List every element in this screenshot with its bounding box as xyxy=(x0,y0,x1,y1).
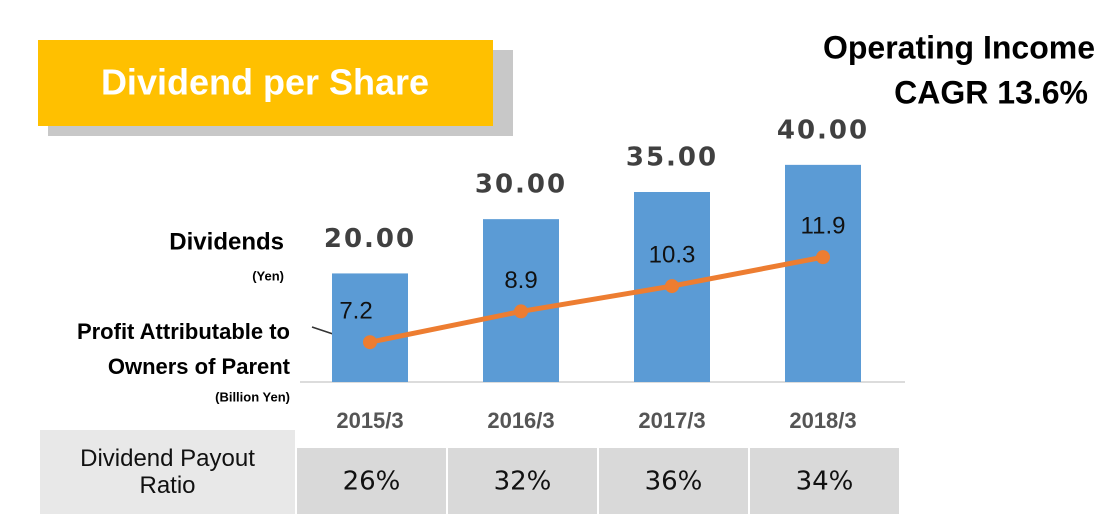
bar xyxy=(483,219,559,382)
annotation: Operating Income xyxy=(823,29,1095,65)
series-label: Owners of Parent xyxy=(108,354,291,379)
x-tick-label: 2015/3 xyxy=(336,408,403,433)
table-cell xyxy=(448,448,597,514)
line-value-label: 11.9 xyxy=(801,212,846,239)
line-value-label: 8.9 xyxy=(504,267,537,294)
chart-title: Dividend per Share xyxy=(101,62,429,103)
annotation: CAGR 13.6% xyxy=(894,74,1088,110)
line xyxy=(369,254,824,345)
series-label: Profit Attributable to xyxy=(77,319,290,344)
table-value: 34% xyxy=(796,467,854,497)
bar-value-label: 40.00 xyxy=(777,115,869,145)
table-label: Dividend Payout Ratio xyxy=(80,445,255,499)
table-value: 26% xyxy=(343,467,401,497)
table-label-cell: Dividend Payout Ratio xyxy=(40,430,295,514)
bar-value-label: 30.00 xyxy=(475,170,567,200)
bar xyxy=(332,273,408,382)
line-value-label: 10.3 xyxy=(649,241,696,268)
bar-value-label: 20.00 xyxy=(324,224,416,254)
line-point xyxy=(514,304,528,319)
table-cell xyxy=(750,448,899,514)
table-value: 36% xyxy=(645,467,703,497)
line-value-label: 7.2 xyxy=(339,298,372,325)
x-tick-label: 2017/3 xyxy=(638,408,705,433)
series-unit: (Yen) xyxy=(252,268,284,283)
x-tick-label: 2016/3 xyxy=(487,408,554,433)
title-box xyxy=(38,40,493,126)
x-tick-label: 2018/3 xyxy=(789,408,856,433)
series-unit: (Billion Yen) xyxy=(215,389,290,404)
line-point xyxy=(363,335,377,350)
bar xyxy=(785,164,861,382)
bar-value-label: 35.00 xyxy=(626,143,718,173)
series-label: Dividends xyxy=(169,228,284,255)
line-point xyxy=(816,250,830,265)
table-value: 32% xyxy=(494,467,552,497)
table-cell xyxy=(297,448,446,514)
line-point xyxy=(665,279,679,294)
table-cell xyxy=(599,448,748,514)
